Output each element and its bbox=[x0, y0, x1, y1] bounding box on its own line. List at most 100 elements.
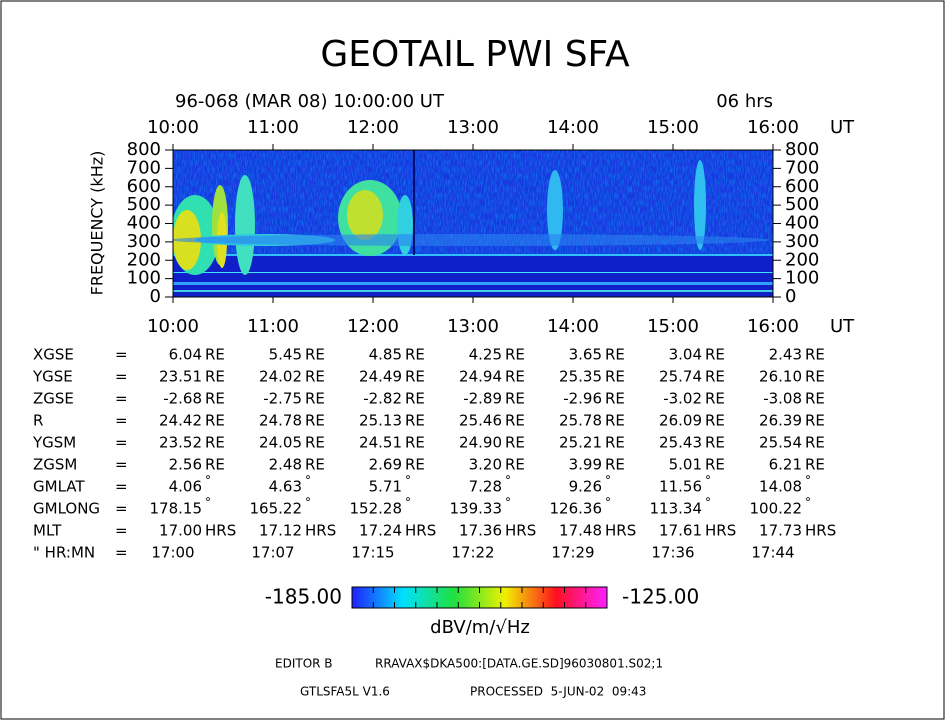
row-value: 165.22 bbox=[250, 500, 303, 518]
row-unit: HRS bbox=[405, 522, 436, 540]
row-label: YGSE bbox=[32, 368, 73, 386]
row-value: 26.09 bbox=[659, 412, 702, 430]
row-separator: = bbox=[115, 478, 128, 496]
row-value: 6.21 bbox=[769, 456, 802, 474]
row-unit: RE bbox=[505, 434, 525, 452]
row-value: 7.28 bbox=[469, 478, 502, 496]
row-value: 25.46 bbox=[459, 412, 502, 430]
row-unit: RE bbox=[805, 412, 825, 430]
x-tick-label: 15:00 bbox=[647, 117, 699, 138]
row-label: MLT bbox=[33, 522, 62, 540]
y-tick-label: 300 bbox=[127, 231, 161, 252]
y-tick-label: 600 bbox=[127, 176, 161, 197]
row-value: -2.68 bbox=[163, 390, 202, 408]
spectrogram bbox=[173, 150, 773, 297]
row-value: -2.89 bbox=[463, 390, 502, 408]
row-unit: RE bbox=[205, 434, 225, 452]
row-unit: RE bbox=[405, 346, 425, 364]
row-unit: RE bbox=[605, 390, 625, 408]
row-value: 25.21 bbox=[559, 434, 602, 452]
subtitle: 96-068 (MAR 08) 10:00:00 UT bbox=[175, 91, 445, 112]
row-value: 3.65 bbox=[569, 346, 602, 364]
row-label: GMLAT bbox=[33, 478, 85, 496]
row-separator: = bbox=[115, 368, 128, 386]
row-unit: RE bbox=[705, 412, 725, 430]
row-value: 2.69 bbox=[369, 456, 402, 474]
row-unit: ° bbox=[505, 474, 511, 488]
row-unit: RE bbox=[305, 412, 325, 430]
row-value: 17:29 bbox=[551, 544, 594, 562]
row-value: 25.74 bbox=[659, 368, 702, 386]
row-separator: = bbox=[115, 390, 128, 408]
row-value: 4.06 bbox=[169, 478, 202, 496]
row-value: 24.90 bbox=[459, 434, 502, 452]
row-unit: ° bbox=[305, 496, 311, 510]
row-unit: RE bbox=[805, 346, 825, 364]
row-unit: RE bbox=[705, 434, 725, 452]
row-unit: RE bbox=[305, 346, 325, 364]
row-unit: RE bbox=[605, 412, 625, 430]
row-value: 3.99 bbox=[569, 456, 602, 474]
row-unit: RE bbox=[505, 390, 525, 408]
row-value: 25.13 bbox=[359, 412, 402, 430]
x-tick-label: 13:00 bbox=[447, 117, 499, 138]
row-unit: ° bbox=[605, 474, 611, 488]
row-unit: RE bbox=[205, 390, 225, 408]
row-unit: ° bbox=[205, 474, 211, 488]
row-unit: RE bbox=[205, 368, 225, 386]
y-label: FREQUENCY (kHz) bbox=[88, 151, 107, 296]
x-tick-label: 11:00 bbox=[247, 316, 299, 337]
row-unit: ° bbox=[405, 496, 411, 510]
row-separator: = bbox=[115, 456, 128, 474]
row-value: 24.42 bbox=[159, 412, 202, 430]
spectrogram-streak bbox=[173, 272, 773, 273]
y-tick-label: 0 bbox=[150, 286, 161, 307]
x-tick-label: 16:00 bbox=[747, 316, 799, 337]
row-unit: RE bbox=[305, 390, 325, 408]
row-label: ZGSM bbox=[33, 456, 77, 474]
row-unit: RE bbox=[605, 346, 625, 364]
row-value: 17.36 bbox=[459, 522, 502, 540]
row-value: 24.02 bbox=[259, 368, 302, 386]
row-value: 2.56 bbox=[169, 456, 202, 474]
row-unit: ° bbox=[605, 496, 611, 510]
x-tick-label: 10:00 bbox=[147, 117, 199, 138]
row-value: 23.52 bbox=[159, 434, 202, 452]
x-tick-label: 15:00 bbox=[647, 316, 699, 337]
row-unit: RE bbox=[305, 456, 325, 474]
row-value: 3.04 bbox=[669, 346, 702, 364]
spectrogram-blob bbox=[235, 175, 255, 275]
row-unit: RE bbox=[805, 390, 825, 408]
row-separator: = bbox=[115, 544, 128, 562]
row-unit: ° bbox=[805, 474, 811, 488]
x-tick-label: 12:00 bbox=[347, 316, 399, 337]
row-value: 17.24 bbox=[359, 522, 402, 540]
row-unit: RE bbox=[305, 434, 325, 452]
row-value: 139.33 bbox=[450, 500, 503, 518]
row-unit: RE bbox=[805, 368, 825, 386]
row-label: XGSE bbox=[33, 346, 74, 364]
spectrogram-blob bbox=[347, 190, 383, 240]
row-value: -2.82 bbox=[363, 390, 402, 408]
row-value: -3.08 bbox=[763, 390, 802, 408]
x-tick-label: 13:00 bbox=[447, 316, 499, 337]
row-unit: RE bbox=[405, 412, 425, 430]
row-separator: = bbox=[115, 522, 128, 540]
row-value: 17:44 bbox=[751, 544, 794, 562]
y-tick-label: 200 bbox=[127, 249, 161, 270]
spectrogram-blob bbox=[694, 160, 706, 250]
row-value: 26.39 bbox=[759, 412, 802, 430]
row-value: 17:22 bbox=[451, 544, 494, 562]
row-value: 100.22 bbox=[750, 500, 803, 518]
y-tick-label: 100 bbox=[127, 268, 161, 289]
row-value: 25.43 bbox=[659, 434, 702, 452]
y-tick-label: 500 bbox=[785, 194, 819, 215]
row-unit: RE bbox=[205, 346, 225, 364]
row-value: 5.01 bbox=[669, 456, 702, 474]
row-value: 2.43 bbox=[769, 346, 802, 364]
row-unit: HRS bbox=[205, 522, 236, 540]
row-value: 4.85 bbox=[369, 346, 402, 364]
row-unit: ° bbox=[405, 474, 411, 488]
row-value: 4.63 bbox=[269, 478, 302, 496]
